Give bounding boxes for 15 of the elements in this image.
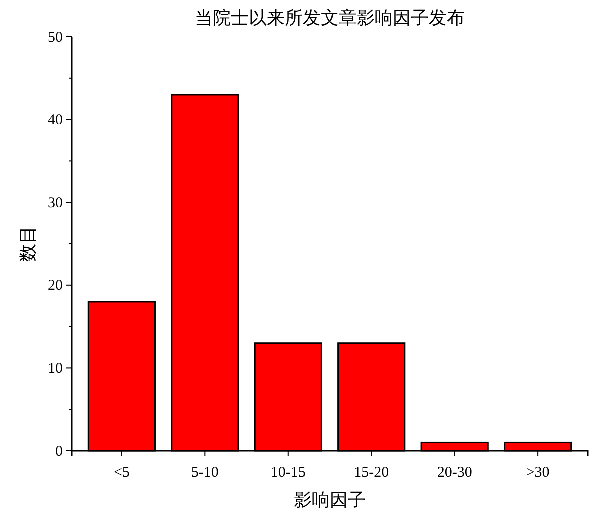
- x-tick-label: <5: [114, 465, 130, 481]
- y-tick-label: 20: [48, 278, 63, 294]
- y-tick-label: 10: [48, 361, 63, 377]
- x-tick-label: 5-10: [191, 465, 219, 481]
- y-tick-label: 30: [48, 195, 63, 212]
- y-tick-label: 40: [48, 112, 63, 129]
- x-tick-label: 20-30: [437, 465, 472, 481]
- x-tick-label: >30: [526, 465, 550, 481]
- chart-title: 当院士以来所发文章影响因子发布: [195, 8, 465, 28]
- x-tick-label: 15-20: [354, 465, 390, 481]
- y-tick-label: 50: [48, 30, 63, 46]
- x-tick-label: 10-15: [270, 465, 306, 481]
- y-tick-label: 0: [56, 444, 63, 460]
- x-axis-title: 影响因子: [294, 490, 366, 510]
- y-axis-title: 数目: [18, 226, 38, 262]
